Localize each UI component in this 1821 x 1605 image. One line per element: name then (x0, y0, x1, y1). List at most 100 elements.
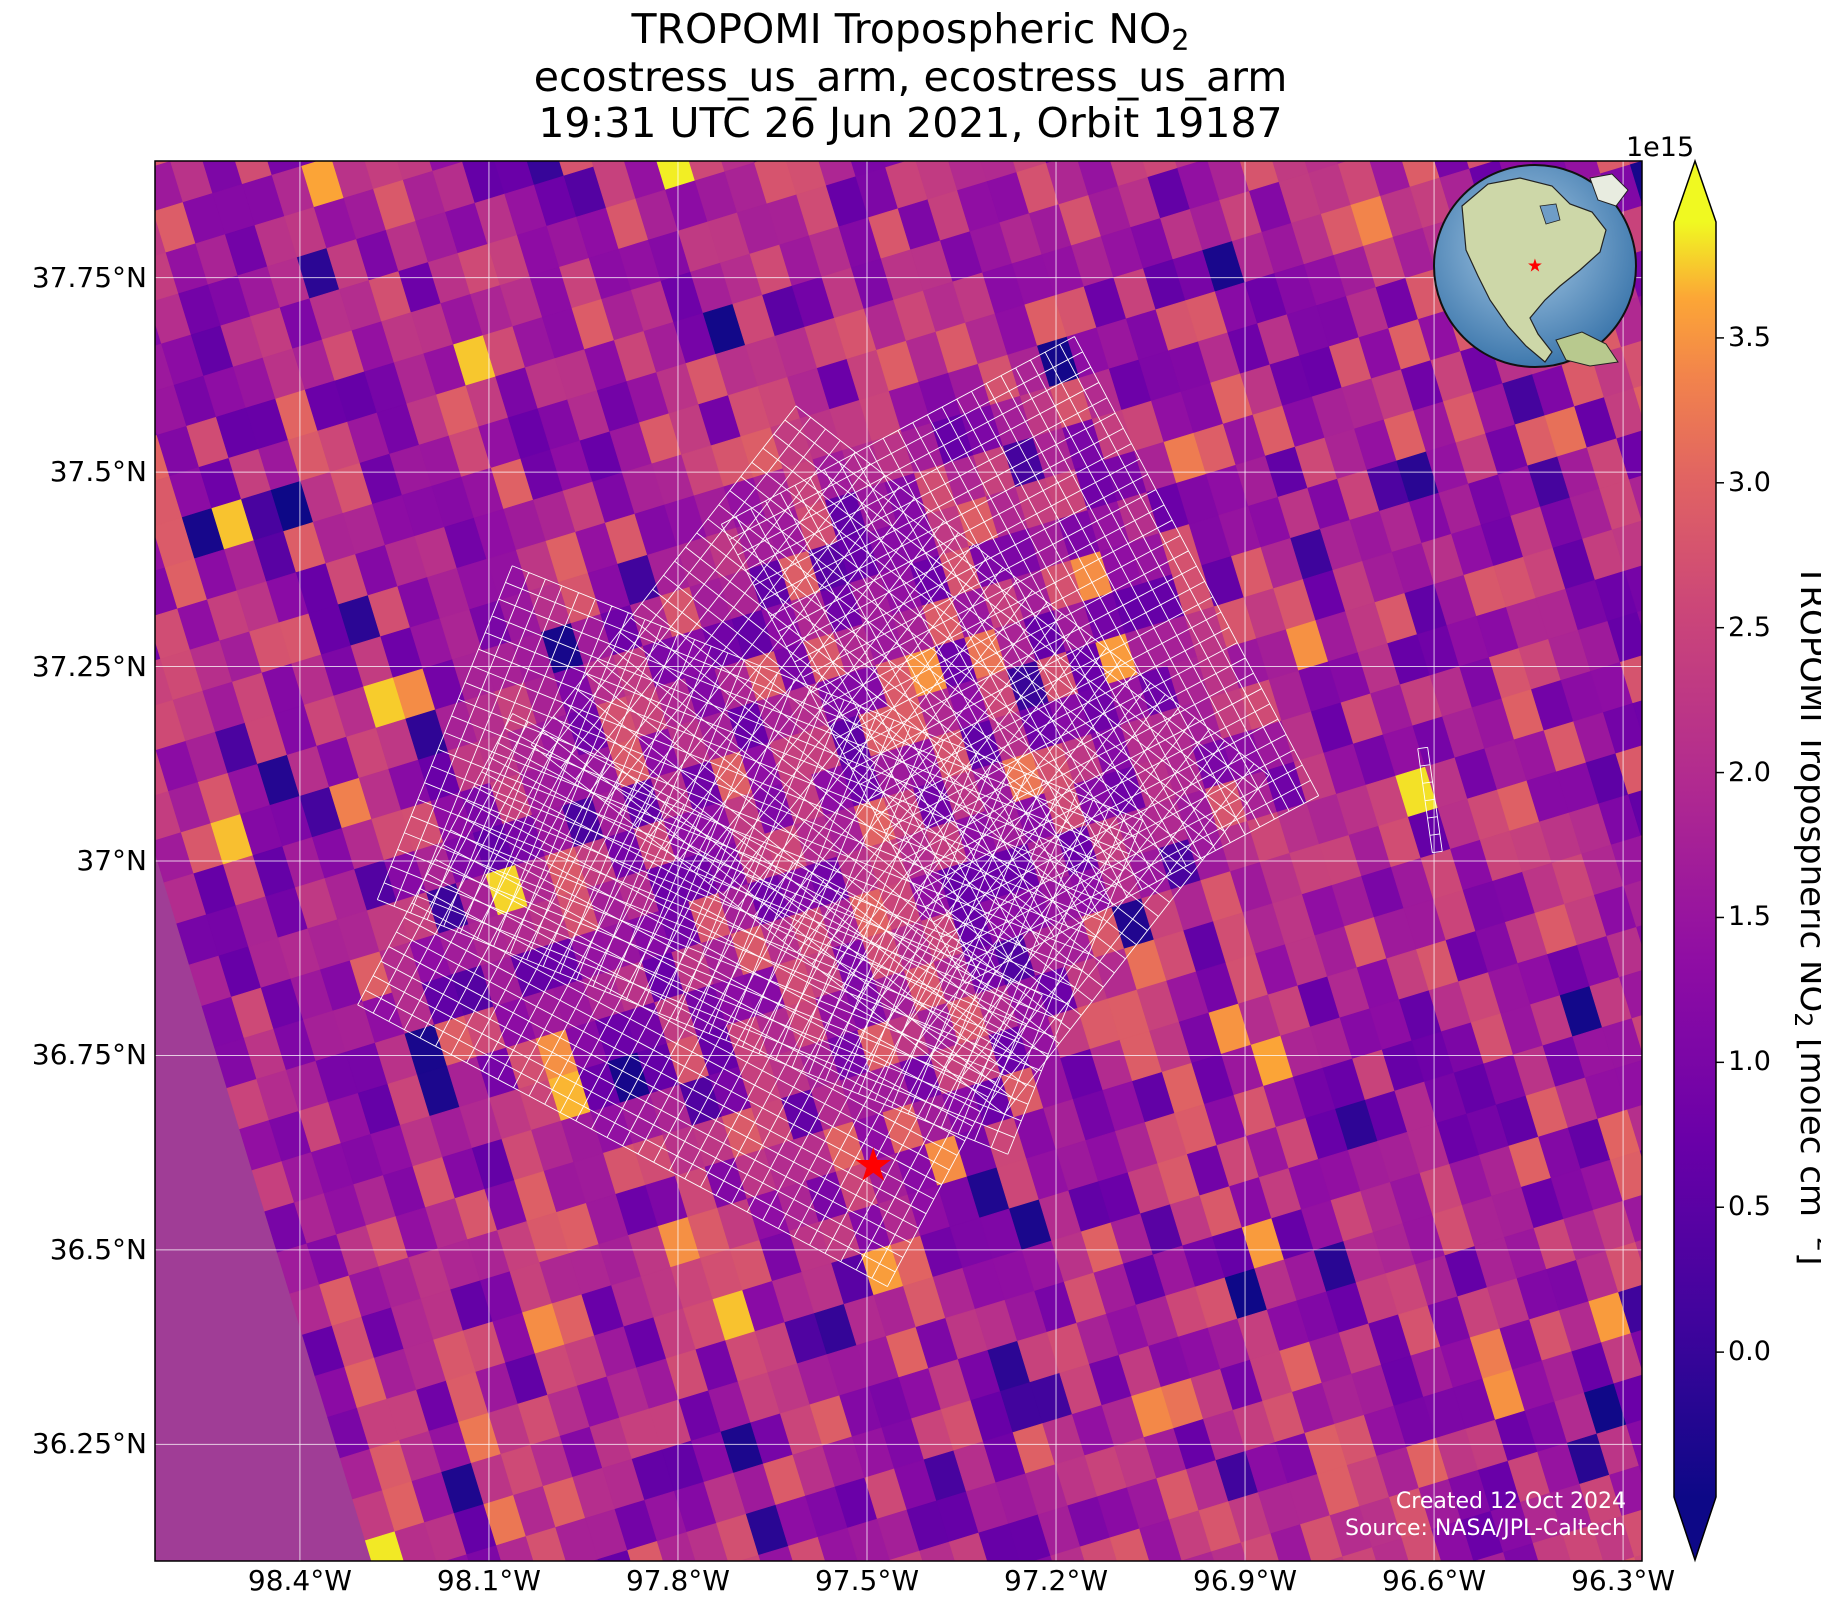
no2-pixel (1080, 1537, 1118, 1561)
no2-pixel (1516, 1584, 1558, 1605)
colorbar-exponent-label: 1e15 (1626, 132, 1695, 163)
no2-pixel (155, 427, 158, 437)
latitude-tick-label: 36.5°N (49, 1232, 147, 1266)
no2-pixel (444, 1554, 470, 1561)
no2-pixel (1033, 1555, 1053, 1561)
colorbar-tick-label: 2.5 (1728, 611, 1771, 643)
no2-pixel (627, 1540, 664, 1561)
no2-pixel (1634, 1554, 1642, 1561)
no2-pixel (1618, 1284, 1642, 1334)
latitude-tick-label: 37.75°N (31, 260, 147, 294)
scene-grid-lines (1417, 746, 1443, 854)
colorbar-tick-label: 1.0 (1728, 1046, 1771, 1078)
hudson-bay (1539, 203, 1561, 225)
no2-pixel (771, 1587, 813, 1605)
no2-pixel (1677, 1580, 1719, 1605)
no2-pixel (81, 495, 123, 545)
longitude-tick-label: 96.9°W (1193, 1564, 1298, 1597)
no2-pixel (656, 1531, 697, 1561)
globe-site-marker: ★ (1527, 256, 1543, 277)
credit-text: Created 12 Oct 2024 Source: NASA/JPL-Cal… (1345, 1488, 1626, 1542)
no2-pixel (90, 312, 132, 362)
no2-pixel (1240, 1533, 1280, 1561)
no2-pixel (1628, 475, 1642, 522)
no2-pixel (1181, 1551, 1215, 1561)
no2-pixel (110, 485, 152, 535)
longitude-tick-label: 97.8°W (625, 1564, 730, 1597)
no2-pixel (1619, 970, 1642, 1019)
no2-pixel (1503, 1542, 1539, 1561)
site-star-marker: ★ (853, 1137, 894, 1191)
no2-pixel (1326, 1598, 1368, 1605)
lat-lon-gridlines (155, 161, 1642, 1561)
no2-pixel (1627, 1105, 1642, 1152)
longitude-tick-label: 97.2°W (1004, 1564, 1109, 1597)
colorbar-extend-max (1674, 161, 1716, 222)
no2-pixel (102, 353, 144, 403)
greenland-landmass (1589, 173, 1629, 207)
no2-pixel (1605, 1241, 1642, 1293)
no2-pixel (817, 1527, 859, 1561)
colorbar-tick-label: 3.5 (1728, 321, 1771, 353)
created-date: Created 12 Oct 2024 (1395, 1489, 1626, 1514)
no2-pixel (1628, 790, 1642, 837)
no2-pixel (1630, 1329, 1642, 1371)
longitude-tick-label: 96.3°W (1571, 1564, 1676, 1597)
scene-grid-lines (530, 405, 1270, 1115)
no2-pixel (1609, 1465, 1642, 1517)
figure-title-line-2: ecostress_us_arm, ecostress_us_arm (533, 53, 1288, 101)
no2-pixel (1607, 611, 1642, 663)
colorbar-gradient (1674, 222, 1716, 1497)
colorbar (1673, 158, 1724, 1563)
no2-pixel (155, 745, 157, 751)
no2-pixel (1342, 1547, 1377, 1561)
no2-pixel (82, 179, 124, 229)
no2-pixel (1623, 880, 1642, 928)
no2-pixel (591, 1559, 599, 1561)
latitude-tick-label: 37.25°N (31, 649, 147, 683)
no2-pixel (1624, 565, 1642, 613)
figure-title-line-3: 19:31 UTC 26 Jun 2021, Orbit 19187 (538, 99, 1283, 147)
no2-pixel (1532, 1533, 1572, 1561)
no2-pixel (1613, 1374, 1642, 1426)
no2-pixel (378, 1573, 420, 1605)
no2-pixel (85, 403, 127, 453)
no2-pixel (1371, 1538, 1410, 1561)
no2-pixel (1486, 1594, 1528, 1605)
no2-pixel (1562, 1524, 1604, 1561)
no2-pixel (1474, 1552, 1507, 1561)
no2-pixel (93, 536, 135, 586)
longitude-tick-label: 98.4°W (247, 1564, 352, 1597)
no2-pixel (1635, 1239, 1642, 1265)
no2-pixel (738, 1554, 761, 1561)
no2-pixel (525, 1527, 567, 1561)
north-america-landmass (1461, 177, 1607, 363)
no2-pixel (1622, 1194, 1642, 1243)
no2-pixel (1610, 1150, 1642, 1202)
no2-pixel (1431, 1519, 1474, 1561)
no2-pixel (1615, 745, 1642, 796)
latitude-tick-label: 37.5°N (49, 455, 147, 489)
no2-pixel (394, 1522, 437, 1561)
no2-pixel (466, 1545, 502, 1561)
no2-pixel (873, 1601, 915, 1605)
no2-pixel (1637, 295, 1642, 311)
no2-pixel (111, 170, 153, 220)
no2-pixel (1606, 926, 1642, 978)
no2-pixel (1631, 1015, 1642, 1053)
colorbar-tick-label: 3.0 (1728, 466, 1771, 498)
latitude-tick-label: 37°N (76, 844, 147, 877)
no2-pixel (686, 1522, 729, 1561)
no2-pixel (1619, 655, 1642, 704)
no2-pixel (919, 1541, 956, 1561)
no2-pixel (364, 1531, 405, 1561)
figure-title-line-1: TROPOMI Tropospheric NO2 (631, 5, 1190, 58)
ecostress-scene-grid (357, 713, 1043, 1287)
no2-pixel (106, 577, 148, 627)
no2-pixel (1109, 1528, 1150, 1561)
scene-grid-lines (357, 713, 1043, 1287)
no2-pixel (597, 1550, 632, 1561)
no2-pixel (932, 1583, 974, 1605)
no2-pixel (1327, 1556, 1345, 1561)
